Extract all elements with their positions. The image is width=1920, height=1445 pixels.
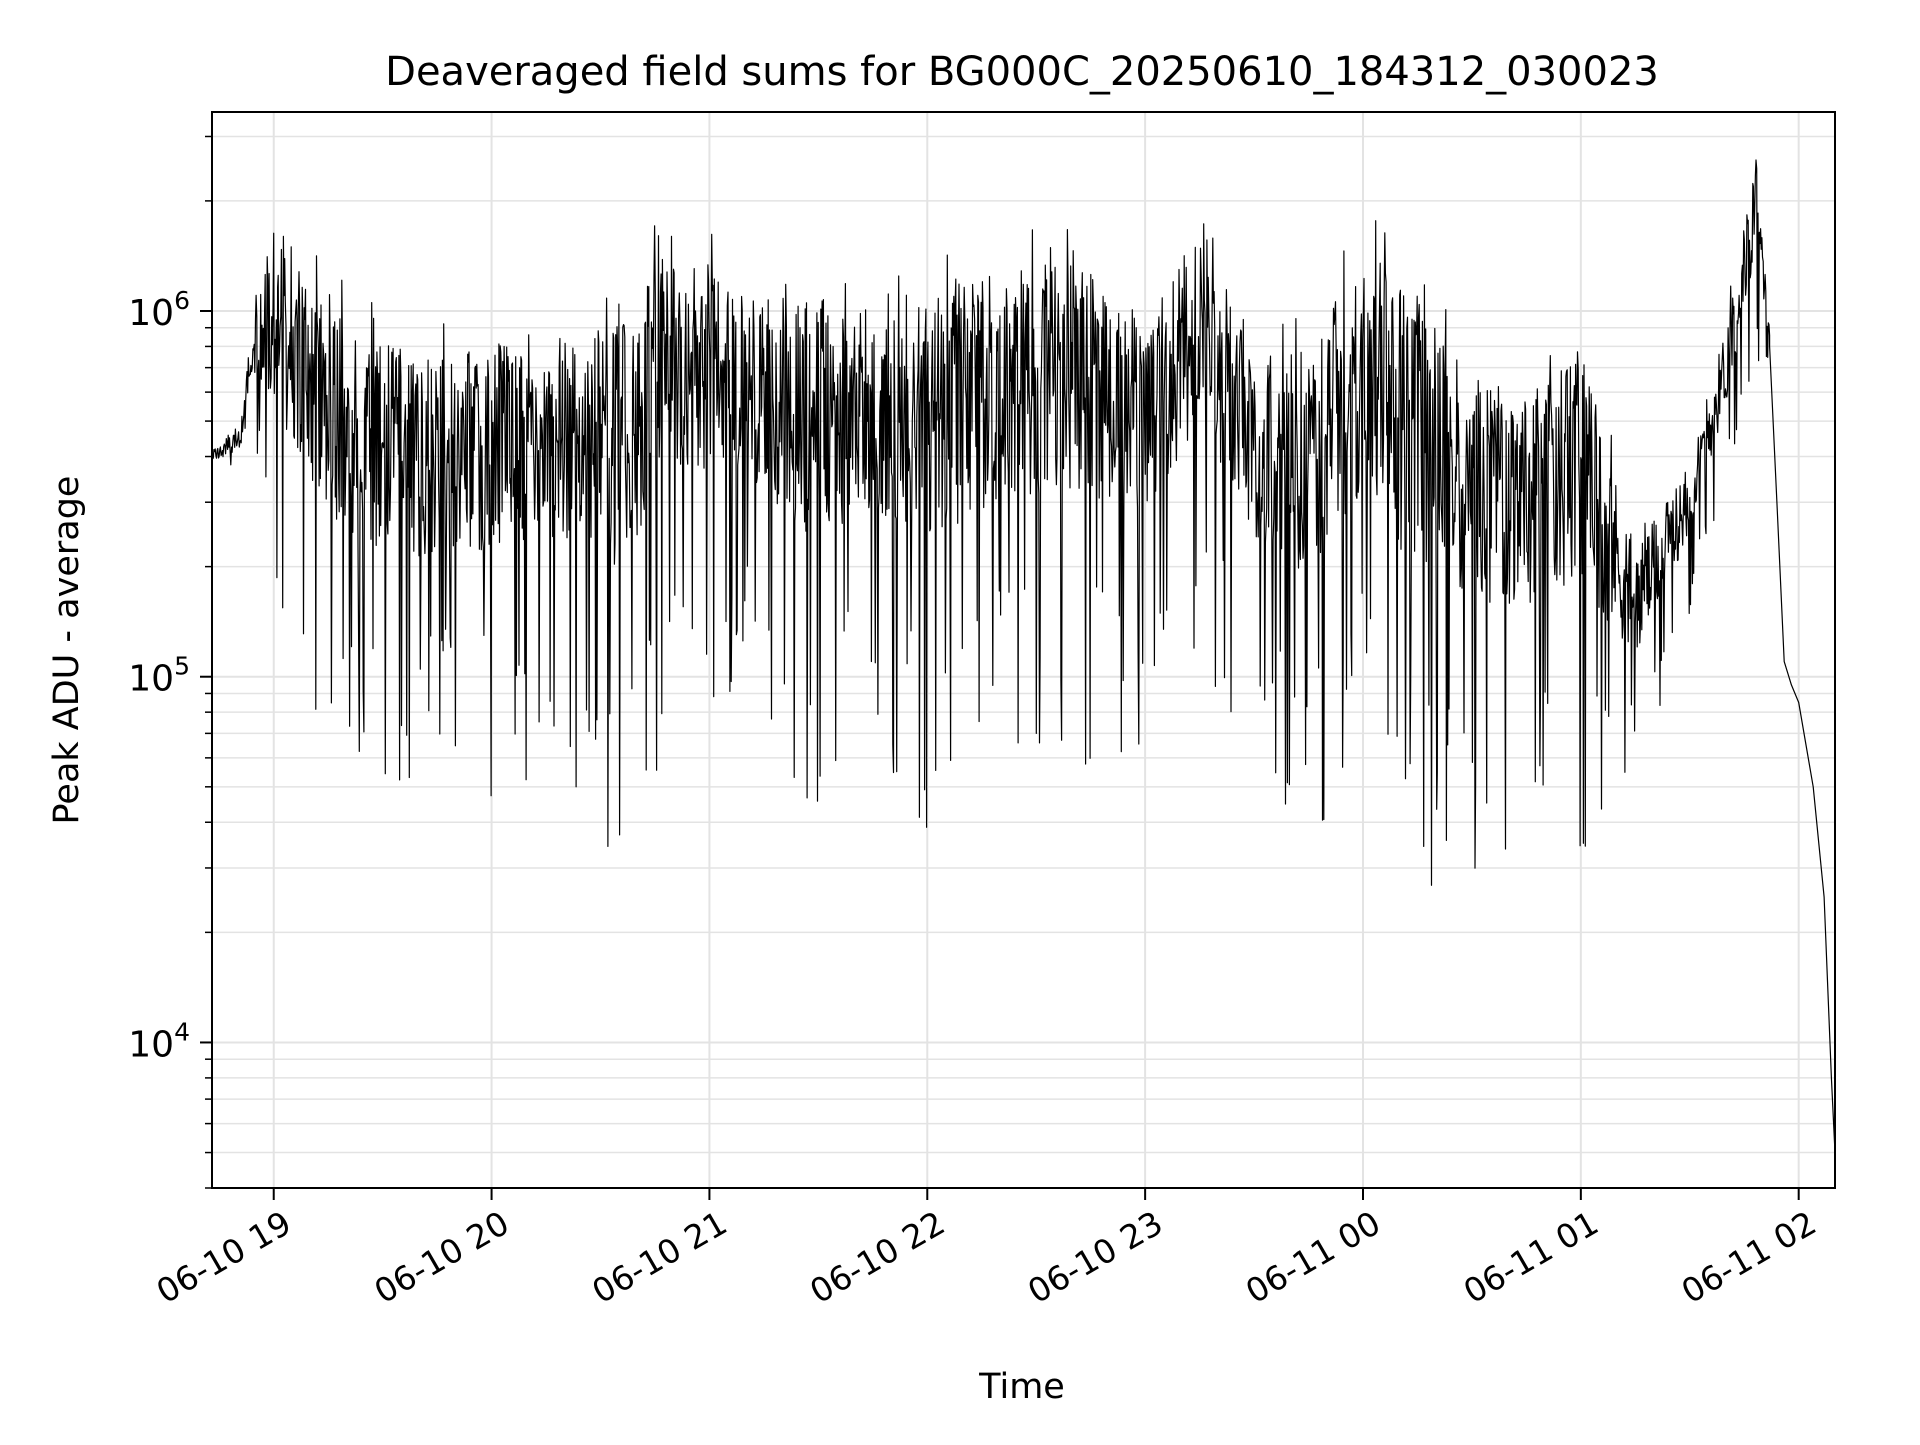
y-tick-label: 104 — [128, 1017, 190, 1065]
y-tick-exponent: 4 — [174, 1017, 190, 1046]
y-tick-label: 106 — [128, 286, 190, 334]
y-tick-base: 10 — [128, 659, 174, 700]
plot-frame — [211, 111, 1836, 1189]
chart-title: Deaveraged field sums for BG000C_2025061… — [385, 49, 1659, 95]
series-line — [211, 159, 1836, 1153]
y-tick-base: 10 — [128, 293, 174, 334]
y-tick-label: 105 — [128, 652, 190, 700]
y-tick-base: 10 — [128, 1024, 174, 1065]
x-axis-label: Time — [978, 1367, 1065, 1407]
series-layer — [211, 159, 1836, 1153]
y-tick-exponent: 5 — [174, 652, 190, 681]
y-tick-exponent: 6 — [174, 286, 190, 315]
y-axis-label: Peak ADU - average — [47, 476, 87, 825]
